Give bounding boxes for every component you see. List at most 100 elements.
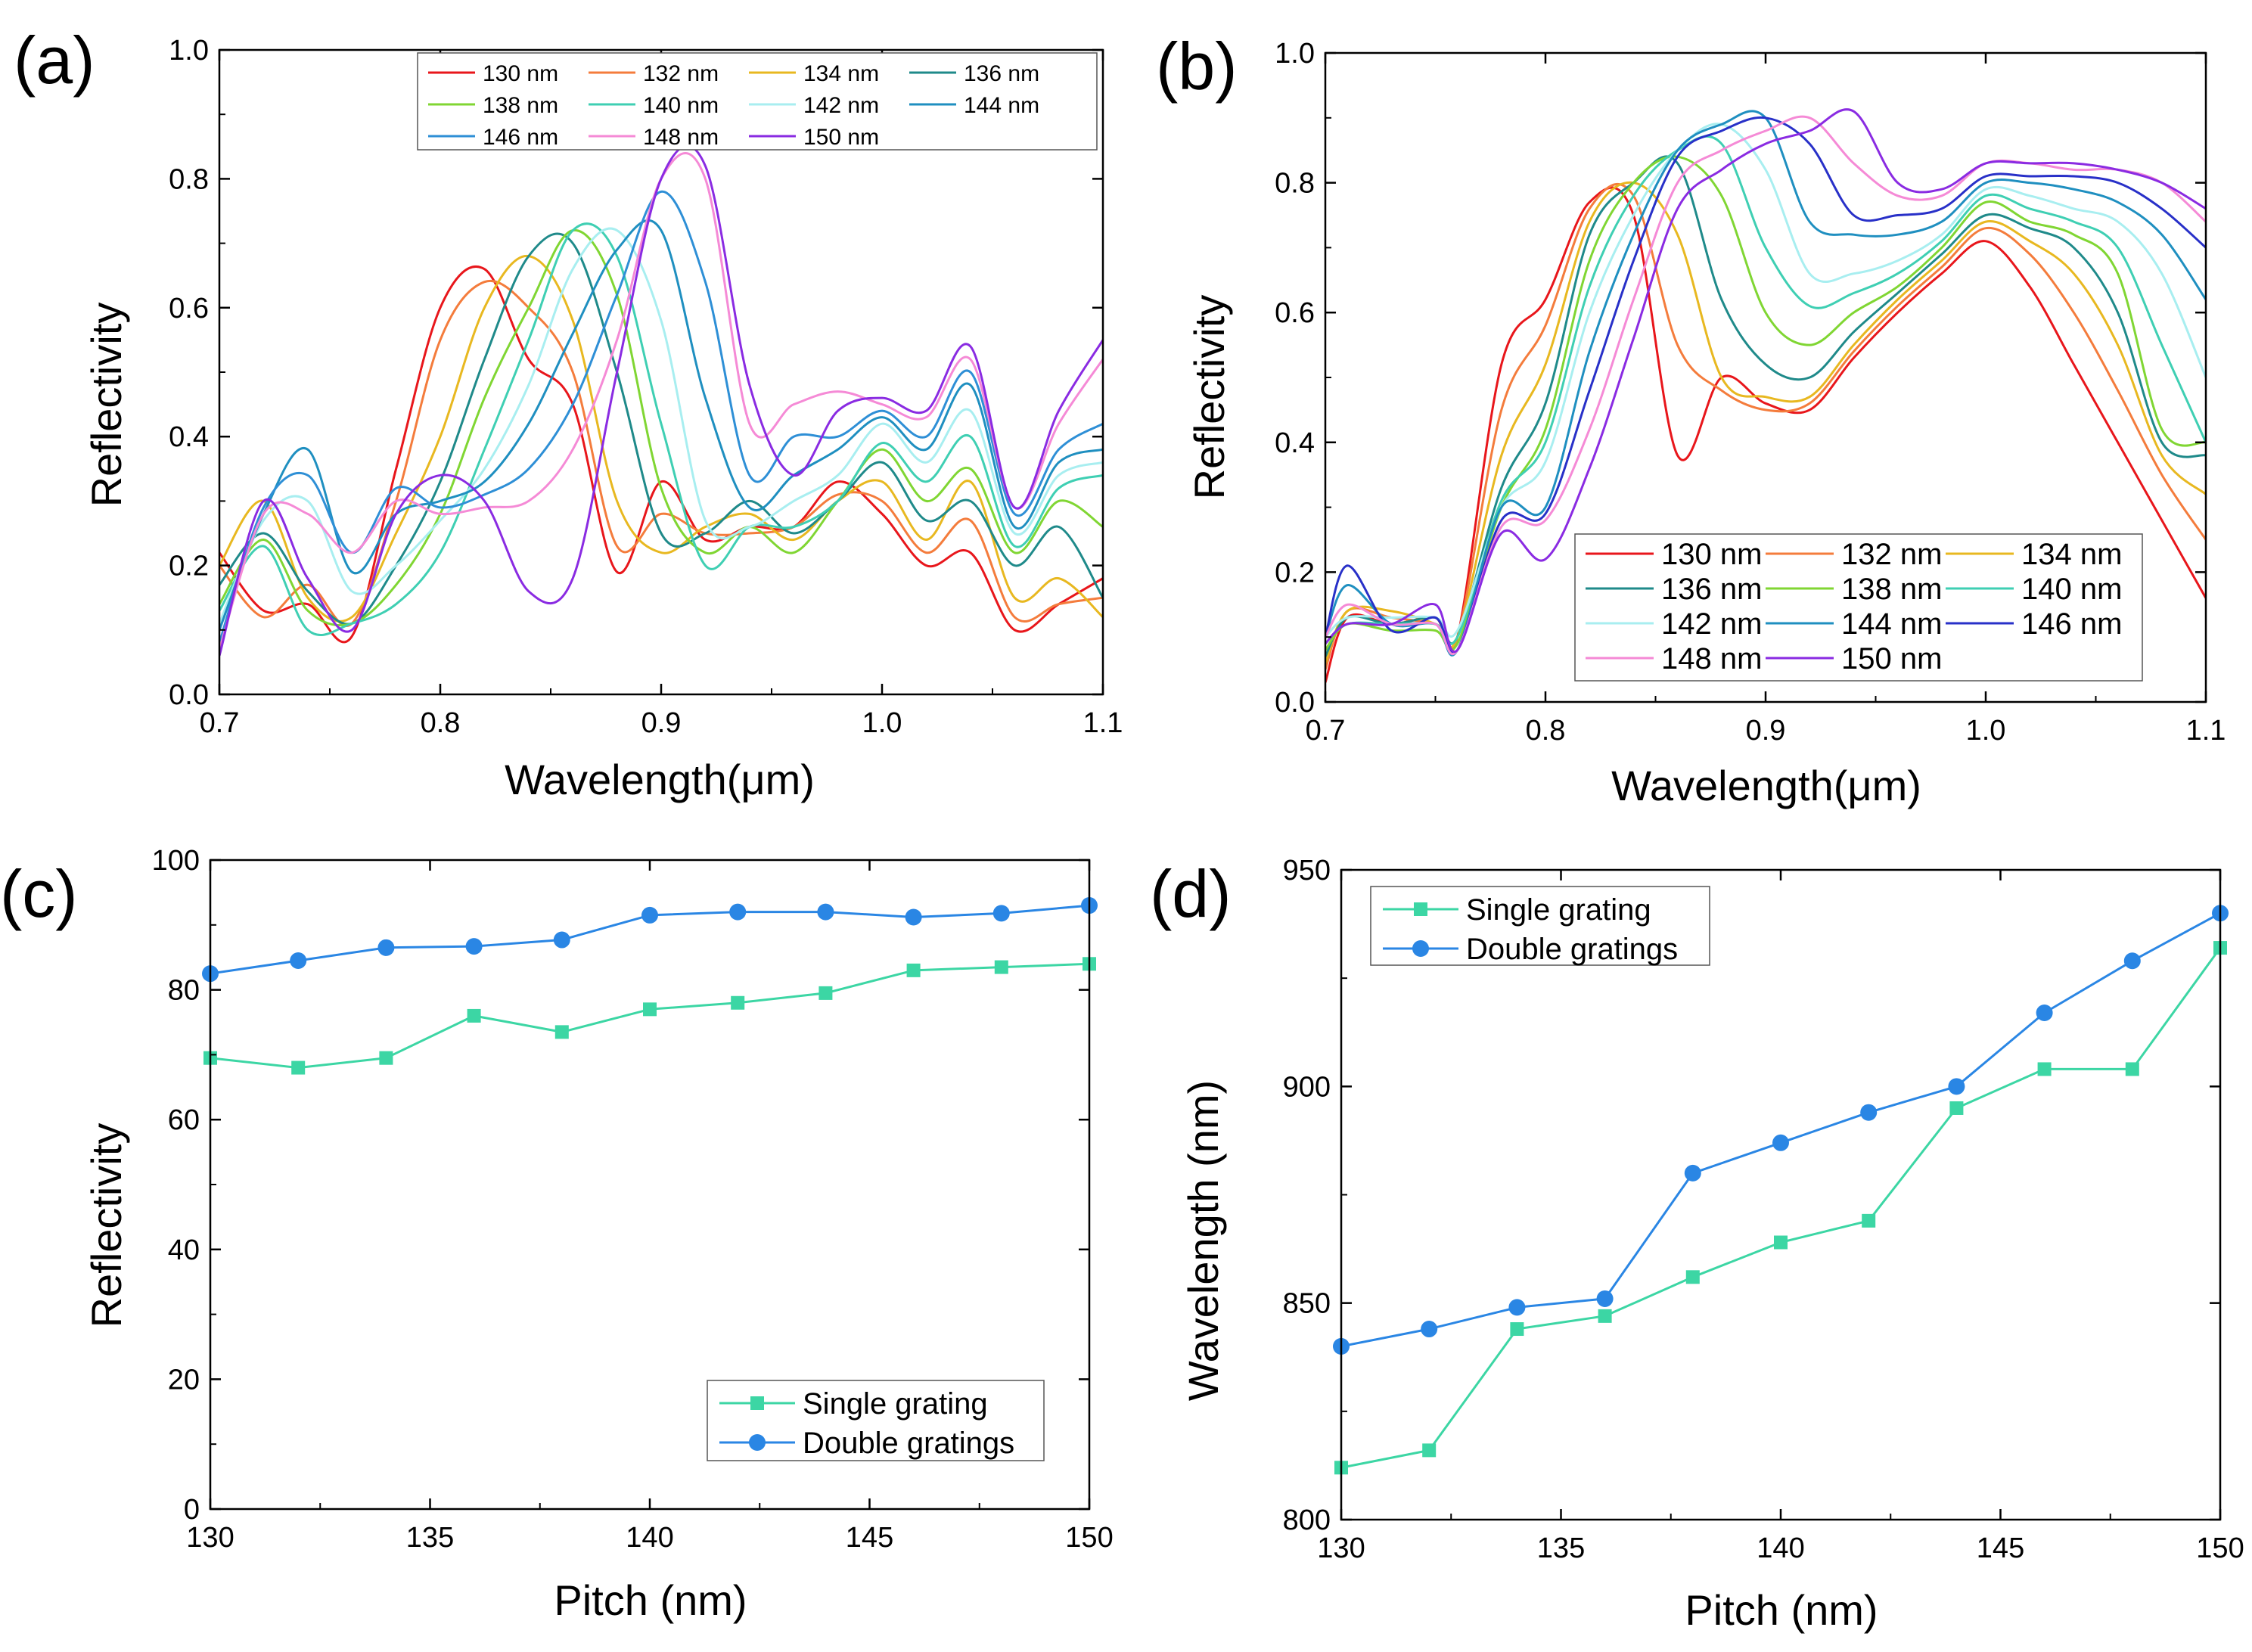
legend-label: 144 nm xyxy=(1841,607,1942,641)
y-tick-label: 80 xyxy=(168,975,200,1007)
series-line-138-nm xyxy=(1325,155,2206,652)
series-line-136-nm xyxy=(219,232,1103,626)
series-line-134-nm xyxy=(219,255,1103,623)
data-point-square xyxy=(1510,1322,1524,1337)
legend-label: 148 nm xyxy=(643,125,719,150)
legend-label: Double gratings xyxy=(803,1427,1014,1460)
x-tick-label: 130 xyxy=(1317,1532,1365,1564)
series-line-142-nm xyxy=(1325,123,2206,638)
panel-label-d: (d) xyxy=(1150,856,1232,931)
series-line-148-nm xyxy=(219,152,1103,650)
y-tick-label: 40 xyxy=(168,1234,200,1266)
data-point-circle xyxy=(817,903,834,921)
data-point-square xyxy=(1422,1443,1437,1458)
x-tick-label: 0.8 xyxy=(1526,715,1566,747)
data-point-circle xyxy=(905,908,922,926)
data-point-square xyxy=(994,960,1008,974)
legend-label: 140 nm xyxy=(643,93,719,118)
legend-label: 132 nm xyxy=(1841,538,1942,571)
series-line-150-nm xyxy=(1325,108,2206,654)
data-point-square xyxy=(731,995,745,1010)
legend-marker-square xyxy=(750,1396,764,1410)
series-group xyxy=(1325,108,2206,683)
y-axis-label-b: Reflectivity xyxy=(1185,295,1233,500)
legend-label: Double gratings xyxy=(1466,933,1678,966)
y-axis-label-a: Reflectivity xyxy=(82,303,130,508)
legend-label: 140 nm xyxy=(2021,573,2122,606)
data-point-square xyxy=(1598,1309,1612,1323)
legend-label: 136 nm xyxy=(964,61,1039,86)
x-axis-label-d: Pitch (nm) xyxy=(1685,1586,1878,1634)
series-group xyxy=(1341,911,2220,1469)
data-point-square xyxy=(291,1060,306,1075)
x-tick-label: 1.0 xyxy=(862,707,902,739)
axes-frame xyxy=(1340,868,2222,1521)
x-tick-label: 150 xyxy=(1065,1522,1113,1554)
panel-c: (c) Reflectivity Pitch (nm) 130 135 140 145… xyxy=(0,845,1114,1624)
panel-label-a: (a) xyxy=(14,23,95,98)
data-point-square xyxy=(1949,1101,1964,1115)
panel-a: (a) Reflectivity Wavelength(μm) 0.7 0.8 0.… xyxy=(14,23,1123,803)
x-tick-label: 1.1 xyxy=(2186,715,2226,747)
legend: Single grating Double gratings xyxy=(707,1380,1045,1461)
y-tick-label: 1.0 xyxy=(1275,38,1315,70)
legend-label: 134 nm xyxy=(2021,538,2122,571)
legend-label: 146 nm xyxy=(483,125,558,150)
y-tick-label: 850 xyxy=(1283,1288,1331,1320)
y-tick-label: 60 xyxy=(168,1104,200,1136)
series-group xyxy=(219,144,1103,657)
x-tick-label: 145 xyxy=(1977,1532,2024,1564)
legend-label: 138 nm xyxy=(483,93,558,118)
y-tick-label: 20 xyxy=(168,1364,200,1396)
data-point-square xyxy=(818,986,833,1000)
y-tick-label: 0.0 xyxy=(169,679,209,711)
legend-label: 150 nm xyxy=(803,125,879,150)
data-point-circle xyxy=(1421,1321,1438,1338)
legend-label: 142 nm xyxy=(1661,607,1762,641)
legend-marker-circle xyxy=(1412,940,1429,957)
x-axis-label-a: Wavelength(μm) xyxy=(505,756,815,803)
data-point-square xyxy=(2037,1062,2052,1076)
plot-area-d: 130 135 140 145 150 800 850 900 950 Single gratin… xyxy=(1283,855,2244,1564)
legend-label: 130 nm xyxy=(1661,538,1762,571)
data-point-circle xyxy=(641,906,658,924)
legend-label: 142 nm xyxy=(803,93,879,118)
y-axis-label-d: Wavelength (nm) xyxy=(1179,1080,1227,1401)
x-tick-label: 135 xyxy=(406,1522,454,1554)
y-tick-label: 0.4 xyxy=(1275,427,1315,459)
legend-label: 144 nm xyxy=(964,93,1039,118)
data-point-circle xyxy=(377,939,395,956)
x-tick-label: 145 xyxy=(846,1522,893,1554)
data-point-square xyxy=(643,1002,657,1017)
data-point-circle xyxy=(1772,1134,1789,1151)
x-tick-label: 0.9 xyxy=(1746,715,1786,747)
data-point-square xyxy=(2125,1062,2139,1076)
series-line-132-nm xyxy=(219,279,1103,627)
data-point-circle xyxy=(729,903,747,921)
legend-label: 148 nm xyxy=(1661,642,1762,675)
legend-label: 134 nm xyxy=(803,61,879,86)
y-tick-label: 0.8 xyxy=(169,163,209,195)
data-point-square xyxy=(1685,1270,1700,1284)
y-tick-label: 0.2 xyxy=(1275,557,1315,588)
panel-label-c: (c) xyxy=(0,856,78,931)
y-tick-label: 0.8 xyxy=(1275,168,1315,200)
series-line-142-nm xyxy=(219,227,1103,624)
legend-label: 132 nm xyxy=(643,61,719,86)
data-point-circle xyxy=(290,952,307,969)
x-tick-label: 0.9 xyxy=(641,707,682,739)
x-tick-label: 0.7 xyxy=(200,707,240,739)
legend-marker-circle xyxy=(749,1434,766,1451)
legend-label: 146 nm xyxy=(2021,607,2122,641)
panel-label-b: (b) xyxy=(1156,29,1238,104)
legend: 130 nm 132 nm 134 nm 136 nm 138 nm 140 nm 142 … xyxy=(1574,533,2143,682)
plot-area-c: 130 135 140 145 150 0 20 40 60 80 100 Single gratin… xyxy=(152,845,1114,1554)
y-tick-label: 800 xyxy=(1283,1504,1331,1536)
data-point-circle xyxy=(2123,952,2141,970)
legend: Single grating Double gratings xyxy=(1370,886,1710,966)
x-tick-label: 1.1 xyxy=(1083,707,1123,739)
legend-box xyxy=(417,52,1098,151)
